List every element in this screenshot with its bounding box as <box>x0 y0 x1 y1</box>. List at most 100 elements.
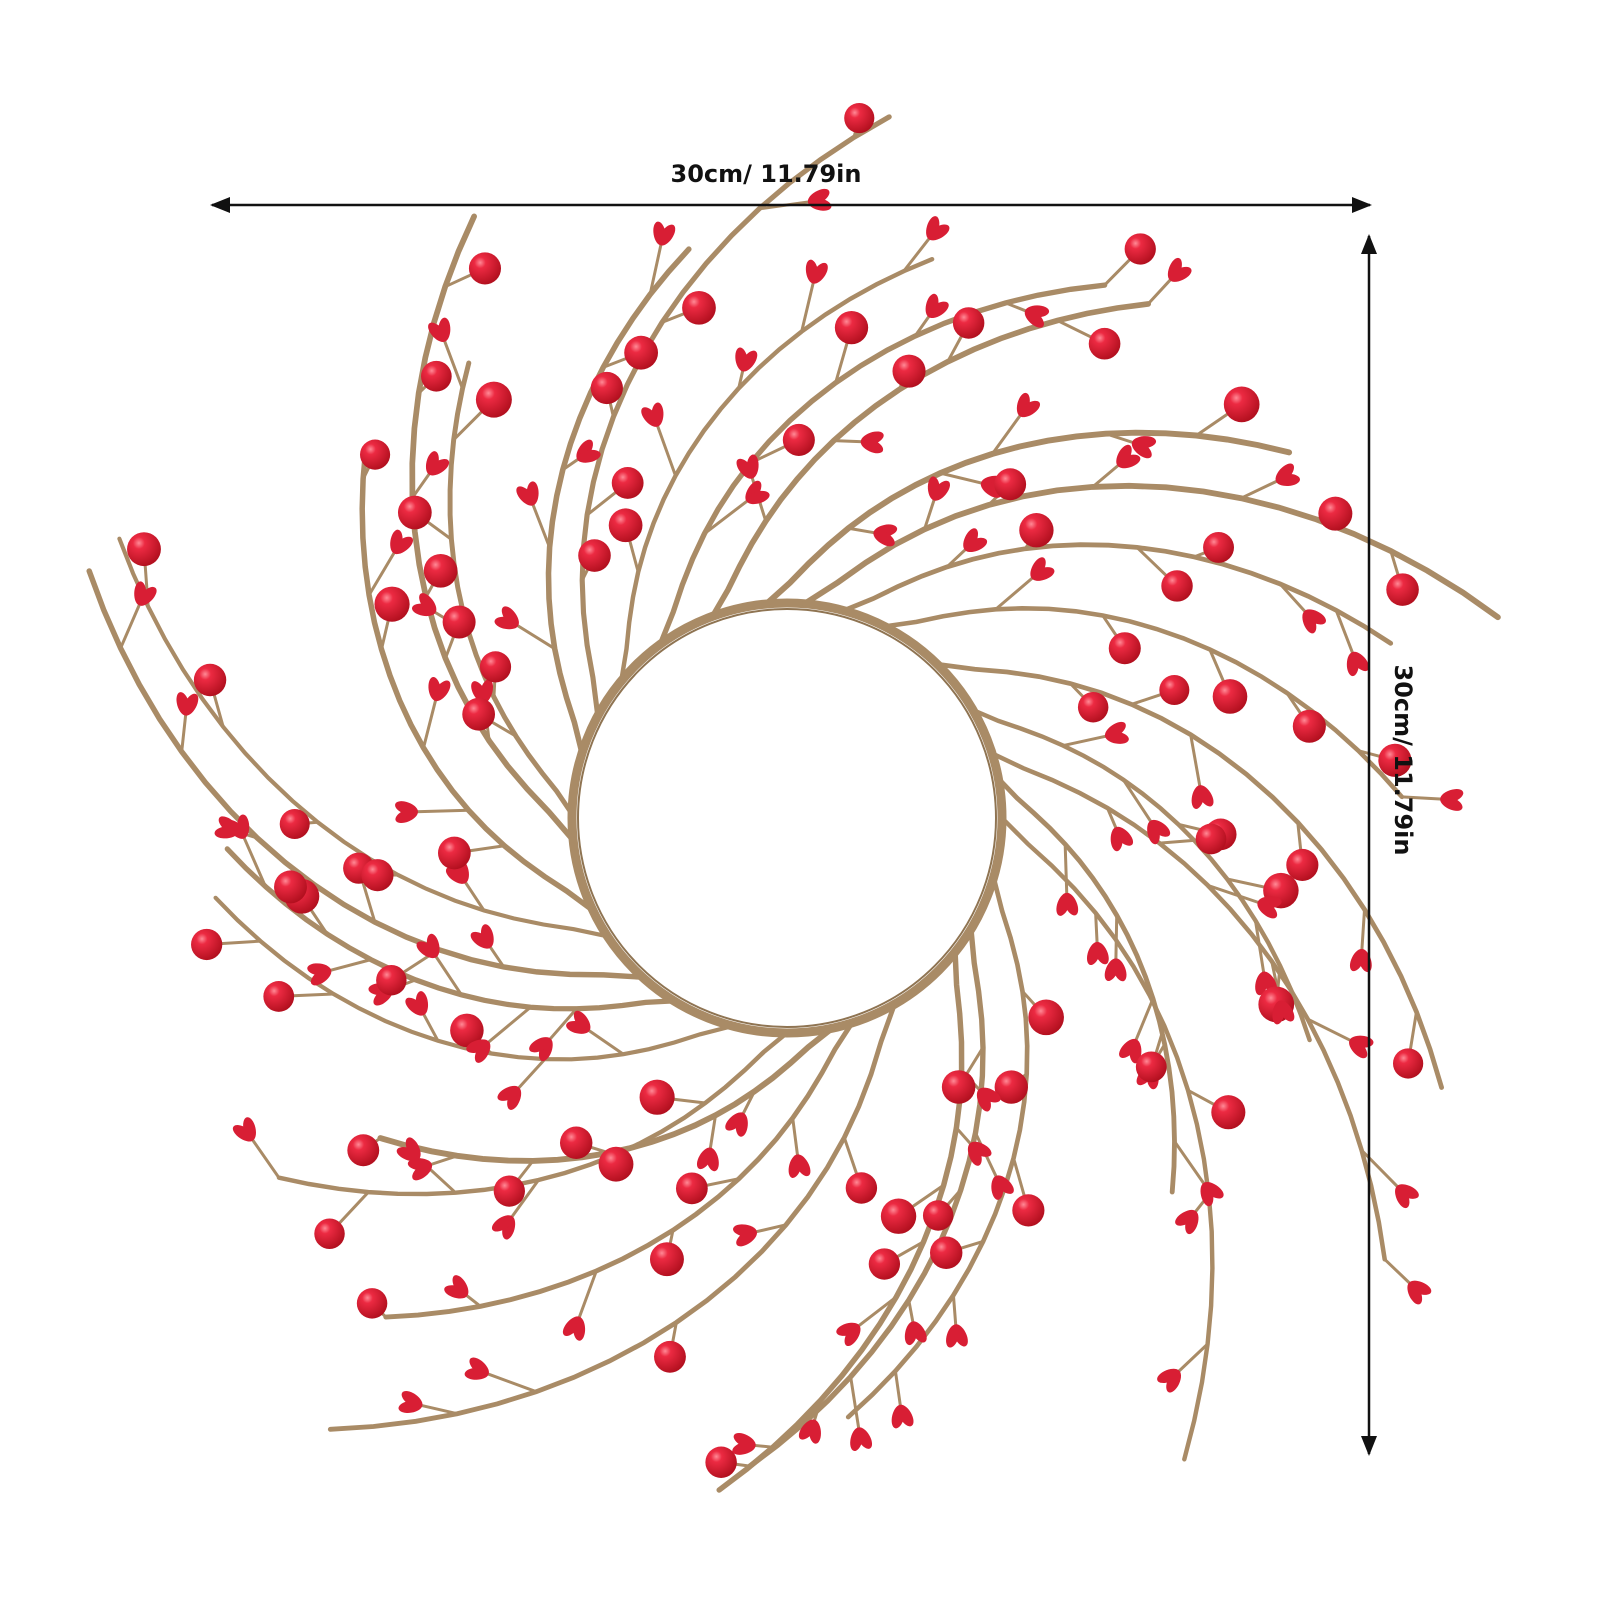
berry <box>591 372 623 404</box>
berry <box>1078 692 1108 722</box>
twig <box>487 1007 530 1043</box>
wreath <box>89 103 1498 1490</box>
berry <box>640 1080 675 1115</box>
berry <box>881 1199 916 1234</box>
twig <box>754 1445 773 1447</box>
wreath-ring-inner <box>578 609 996 1027</box>
branch <box>330 1004 894 1429</box>
berry <box>682 291 716 325</box>
twig <box>834 441 863 442</box>
berry <box>1386 573 1419 606</box>
twig <box>858 1297 897 1327</box>
berry <box>612 467 644 499</box>
berry <box>705 1447 736 1478</box>
berry <box>469 252 501 284</box>
berry <box>194 664 226 696</box>
width-label: 30cm/ 11.79in <box>671 160 862 188</box>
berry <box>1293 710 1326 743</box>
berry <box>892 355 925 388</box>
berry <box>360 440 390 470</box>
berry <box>421 361 452 392</box>
berry <box>1019 513 1053 547</box>
twig <box>1241 481 1278 499</box>
branch <box>848 878 1027 1418</box>
twig <box>1123 780 1151 823</box>
twig <box>532 503 549 547</box>
twig <box>182 713 186 751</box>
berry <box>953 307 984 338</box>
berry <box>280 809 310 839</box>
berry <box>438 837 471 870</box>
twig <box>848 528 875 533</box>
branch <box>450 363 572 814</box>
berry <box>476 382 512 418</box>
twig <box>909 1300 913 1323</box>
twig <box>329 960 371 971</box>
branch <box>621 259 932 681</box>
twig <box>996 577 1034 609</box>
berry <box>398 496 432 530</box>
berry <box>374 587 409 622</box>
berry <box>1159 675 1189 705</box>
berry <box>357 1288 387 1318</box>
branch <box>380 1028 832 1161</box>
berry <box>443 606 476 639</box>
berry <box>1028 1000 1064 1036</box>
bud <box>526 481 538 505</box>
twig <box>121 603 140 648</box>
berry <box>314 1219 344 1249</box>
twig <box>420 1405 457 1414</box>
berry <box>650 1242 684 1276</box>
berry <box>1109 632 1141 664</box>
berry <box>1136 1051 1167 1082</box>
twig <box>1096 913 1098 944</box>
twig <box>1385 1259 1411 1284</box>
berry <box>274 870 307 903</box>
berry <box>424 554 458 588</box>
berry <box>869 1248 900 1279</box>
berry <box>494 1175 525 1206</box>
berry <box>263 981 294 1012</box>
branch <box>89 571 642 977</box>
bud <box>1347 652 1359 676</box>
twig <box>487 1373 537 1391</box>
twig <box>416 810 469 811</box>
berry <box>1012 1194 1044 1226</box>
berry <box>1211 1095 1245 1129</box>
berry <box>624 336 658 370</box>
berry <box>923 1200 953 1230</box>
berry <box>1213 679 1248 714</box>
twig <box>424 699 436 748</box>
berry <box>1224 386 1260 422</box>
berry <box>1318 497 1352 531</box>
berry <box>347 1134 379 1166</box>
twig <box>953 1295 955 1326</box>
berry <box>361 859 393 891</box>
twig <box>851 1377 859 1430</box>
berry <box>994 468 1026 500</box>
twig <box>793 1118 798 1157</box>
berry <box>127 532 161 566</box>
berry <box>783 424 815 456</box>
twig <box>895 1371 900 1407</box>
berry <box>676 1172 708 1204</box>
twig <box>430 1156 457 1165</box>
berry <box>942 1070 976 1104</box>
berry <box>1125 233 1156 264</box>
berry <box>654 1341 686 1373</box>
twig <box>1065 844 1067 895</box>
twig <box>588 1030 624 1055</box>
berry <box>835 311 868 344</box>
berry <box>844 103 874 133</box>
twig <box>252 1139 279 1178</box>
berry <box>930 1237 962 1269</box>
twig <box>1006 303 1028 312</box>
berry <box>846 1172 877 1203</box>
branch <box>1002 818 1212 1459</box>
twig <box>1116 915 1117 960</box>
twig <box>516 625 554 649</box>
berry <box>480 651 511 682</box>
twig <box>1148 279 1171 304</box>
